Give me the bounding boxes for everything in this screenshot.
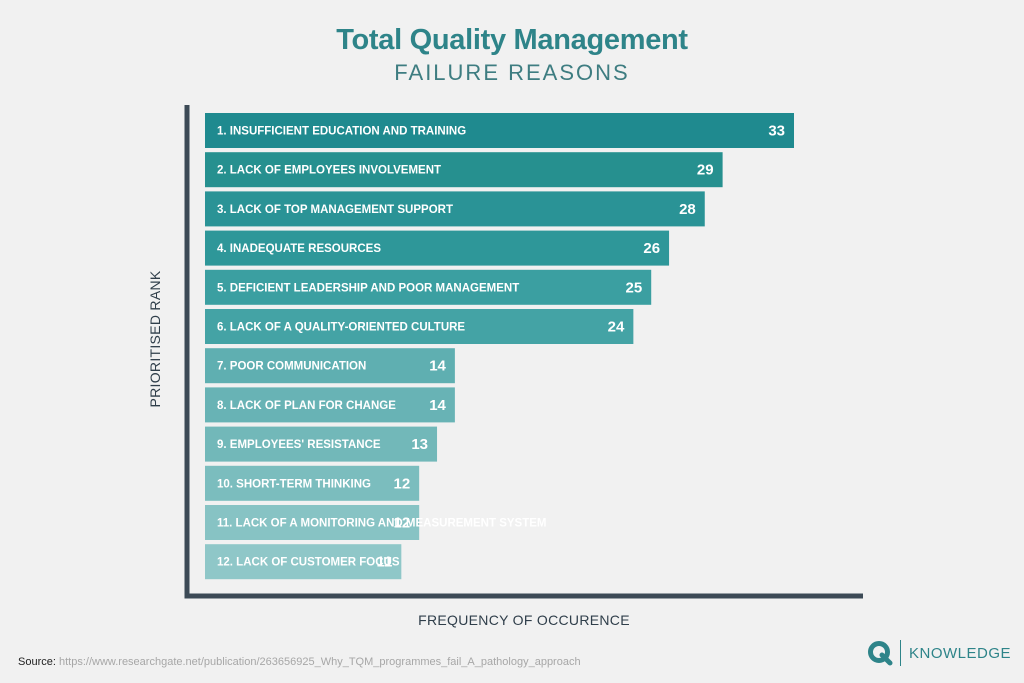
bar-category-label: 7. POOR COMMUNICATION: [217, 361, 366, 373]
bar-value-label: 26: [643, 240, 660, 257]
bar-group: 9. EMPLOYEES' RESISTANCE 13: [205, 426, 438, 462]
chart-subtitle: FAILURE REASONS: [394, 60, 630, 85]
bar-value-label: 24: [608, 319, 625, 336]
chart-title: Total Quality Management: [336, 24, 688, 56]
bar-value-label: 12: [393, 515, 410, 532]
source-note: Source: https://www.researchgate.net/pub…: [18, 656, 581, 668]
bar-category-label: 12. LACK OF CUSTOMER FOCUS: [217, 557, 400, 569]
brand-logo[interactable]: KNOWLEDGE: [866, 638, 1011, 668]
bar: [205, 269, 652, 305]
bar-category-label: 1. INSUFFICIENT EDUCATION AND TRAINING: [217, 126, 466, 138]
bar: [205, 113, 794, 148]
bar-group: 8. LACK OF PLAN FOR CHANGE 14: [205, 387, 455, 423]
bar-category-label: 4. INADEQUATE RESOURCES: [217, 243, 381, 255]
bar-category-label: 8. LACK OF PLAN FOR CHANGE: [217, 400, 396, 412]
bar-group: 2. LACK OF EMPLOYEES INVOLVEMENT 29: [205, 152, 723, 188]
bar: [205, 348, 455, 384]
q-logo-icon: [866, 639, 894, 667]
bar-value-label: 14: [429, 397, 446, 414]
bar-category-label: 2. LACK OF EMPLOYEES INVOLVEMENT: [217, 165, 441, 177]
bar-group: 11. LACK OF A MONITORING AND MEASUREMENT…: [205, 505, 546, 540]
bar-category-label: 6. LACK OF A QUALITY-ORIENTED CULTURE: [217, 322, 465, 334]
source-link[interactable]: https://www.researchgate.net/publication…: [58, 656, 581, 668]
bar-category-label: 10. SHORT-TERM THINKING: [217, 478, 371, 490]
bar-category-label: 9. EMPLOYEES' RESISTANCE: [217, 439, 381, 451]
bar-category-label: 11. LACK OF A MONITORING AND MEASUREMENT…: [217, 518, 546, 530]
bar-value-label: 28: [679, 201, 696, 218]
bar-group: 4. INADEQUATE RESOURCES 26: [205, 230, 670, 266]
bar: [205, 309, 634, 344]
brand-divider: [900, 640, 901, 666]
y-axis-label: PRIORITISED RANK: [147, 270, 163, 408]
bar-value-label: 14: [429, 358, 446, 375]
bar-group: 6. LACK OF A QUALITY-ORIENTED CULTURE 24: [205, 309, 634, 344]
bar-group: 5. DEFICIENT LEADERSHIP AND POOR MANAGEM…: [205, 269, 652, 305]
bar-category-label: 5. DEFICIENT LEADERSHIP AND POOR MANAGEM…: [217, 282, 519, 294]
bar: [205, 152, 723, 188]
bar-category-label: 3. LACK OF TOP MANAGEMENT SUPPORT: [217, 204, 453, 216]
bar: [205, 544, 402, 580]
bar-value-label: 13: [411, 436, 428, 453]
brand-name: KNOWLEDGE: [909, 644, 1012, 662]
bar: [205, 230, 670, 266]
bar: [205, 426, 438, 462]
bar: [205, 191, 705, 227]
bar-value-label: 25: [626, 279, 643, 296]
bar-value-label: 29: [697, 162, 714, 179]
x-axis-label: FREQUENCY OF OCCURENCE: [418, 612, 630, 628]
source-label: Source:: [18, 656, 56, 668]
bar: [205, 505, 420, 540]
bar-value-label: 33: [768, 123, 785, 140]
bar: [205, 465, 420, 501]
bar-group: 1. INSUFFICIENT EDUCATION AND TRAINING 33: [205, 113, 794, 148]
bar-value-label: 12: [393, 475, 410, 492]
bar: [205, 387, 455, 423]
bar-group: 10. SHORT-TERM THINKING 12: [205, 465, 420, 501]
bar-group: 7. POOR COMMUNICATION 14: [205, 348, 455, 384]
bar-group: 3. LACK OF TOP MANAGEMENT SUPPORT 28: [205, 191, 705, 227]
bar-value-label: 11: [376, 554, 392, 571]
